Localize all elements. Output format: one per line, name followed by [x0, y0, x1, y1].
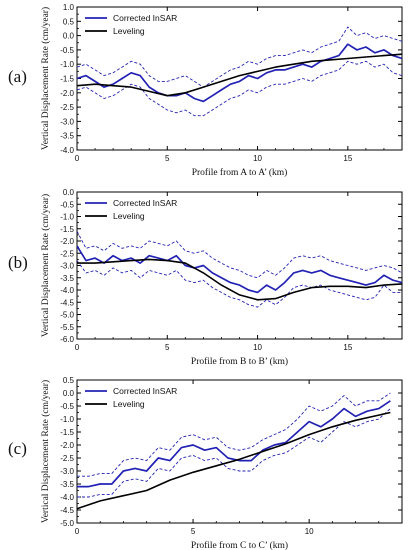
insar-line — [77, 43, 402, 103]
legend-label: Corrected InSAR — [113, 386, 177, 396]
y-tick-label: -0.5 — [60, 402, 74, 411]
x-tick-label: 0 — [75, 527, 80, 536]
chart-panel: 1.0 0.5 0.0 -0.5 -1.0 -1.5 -2.0 -2.5 -3.0 -3.5 -4.… — [8, 3, 403, 178]
y-tick-label: -2.0 — [60, 89, 74, 98]
y-tick-label: -3.5 — [60, 274, 74, 283]
leveling-line — [77, 53, 402, 97]
y-tick-label: -3.5 — [60, 480, 74, 489]
legend-label: Corrected InSAR — [113, 13, 177, 23]
series-group — [77, 26, 402, 117]
y-axis-title: Vertical Displacement Rate (cm/year) — [40, 7, 51, 150]
x-axis-title: Profile from A to A’ (km) — [192, 167, 288, 178]
y-tick-label: -1.5 — [60, 428, 74, 437]
y-tick-label: -1.0 — [60, 213, 74, 222]
x-tick-label: 10 — [253, 343, 262, 352]
y-tick-label: -2.0 — [60, 237, 74, 246]
x-tick-label: 10 — [253, 154, 262, 163]
x-tick-label: 5 — [191, 527, 196, 536]
insar-error-bound-line — [77, 26, 402, 88]
y-tick-label: -4.5 — [60, 506, 74, 515]
y-tick-label: -1.0 — [60, 415, 74, 424]
x-tick-label: 0 — [75, 343, 80, 352]
y-tick-label: -5.0 — [60, 519, 74, 528]
x-tick-label: 0 — [75, 154, 80, 163]
y-tick-label: -0.5 — [60, 200, 74, 209]
y-tick-label: -4.5 — [60, 298, 74, 307]
panel-label: (c) — [8, 439, 27, 458]
x-axis-title: Profile from B to B’ (km) — [191, 356, 288, 367]
insar-error-bound-line — [77, 260, 402, 308]
x-axis-title: Profile from C to C’ (km) — [191, 540, 288, 550]
x-tick-label: 10 — [305, 527, 314, 536]
y-tick-label: -3.0 — [60, 117, 74, 126]
leveling-line — [77, 258, 402, 301]
y-tick-label: -5.0 — [60, 311, 74, 320]
legend-label: Leveling — [113, 211, 145, 221]
y-tick-label: -3.0 — [60, 262, 74, 271]
panel-label: (b) — [8, 253, 28, 272]
y-tick-label: -3.5 — [60, 132, 74, 141]
legend-label: Leveling — [113, 399, 145, 409]
y-tick-label: -1.5 — [60, 75, 74, 84]
y-tick-label: -2.5 — [60, 249, 74, 258]
y-axis-title: Vertical Displacement Rate (cm/year) — [40, 380, 51, 523]
y-tick-label: 0.5 — [63, 17, 75, 26]
y-tick-label: 0.5 — [63, 376, 75, 385]
insar-line — [77, 245, 402, 294]
chart-panel: 0.5 0.0 -0.5 -1.0 -1.5 -2.0 -2.5 -3.0 -3.5 -4.0 -4… — [8, 376, 403, 550]
y-tick-label: -4.0 — [60, 146, 74, 155]
y-tick-label: -1.0 — [60, 60, 74, 69]
legend-label: Corrected InSAR — [113, 198, 177, 208]
y-tick-label: -4.0 — [60, 493, 74, 502]
insar-error-bound-line — [77, 230, 402, 279]
y-tick-label: 0.0 — [63, 32, 75, 41]
y-tick-label: -2.5 — [60, 103, 74, 112]
y-tick-label: 0.0 — [63, 389, 75, 398]
y-tick-label: 0.0 — [63, 188, 75, 197]
y-tick-label: -3.0 — [60, 467, 74, 476]
y-tick-label: -2.0 — [60, 441, 74, 450]
y-tick-label: -4.0 — [60, 286, 74, 295]
series-group — [77, 392, 391, 510]
insar-error-bound-line — [77, 392, 391, 477]
x-tick-label: 15 — [343, 154, 352, 163]
y-tick-label: -0.5 — [60, 46, 74, 55]
x-tick-label: 5 — [165, 343, 170, 352]
chart-panel: 0.0 -0.5 -1.0 -1.5 -2.0 -2.5 -3.0 -3.5 -4.0 -4.5 -… — [8, 188, 403, 367]
leveling-line — [77, 411, 391, 510]
y-tick-label: -2.5 — [60, 454, 74, 463]
insar-line — [77, 400, 391, 488]
y-tick-label: -6.0 — [60, 335, 74, 344]
insar-error-bound-line — [77, 408, 391, 498]
y-tick-label: 1.0 — [63, 3, 75, 12]
insar-error-bound-line — [77, 60, 402, 117]
x-tick-label: 15 — [343, 343, 352, 352]
y-tick-label: -5.5 — [60, 323, 74, 332]
x-tick-label: 5 — [165, 154, 170, 163]
y-tick-label: -1.5 — [60, 225, 74, 234]
legend-label: Leveling — [113, 26, 145, 36]
y-axis-title: Vertical Displacement Rate (cm/year) — [40, 194, 51, 337]
series-group — [77, 230, 402, 308]
panel-label: (a) — [8, 67, 27, 86]
